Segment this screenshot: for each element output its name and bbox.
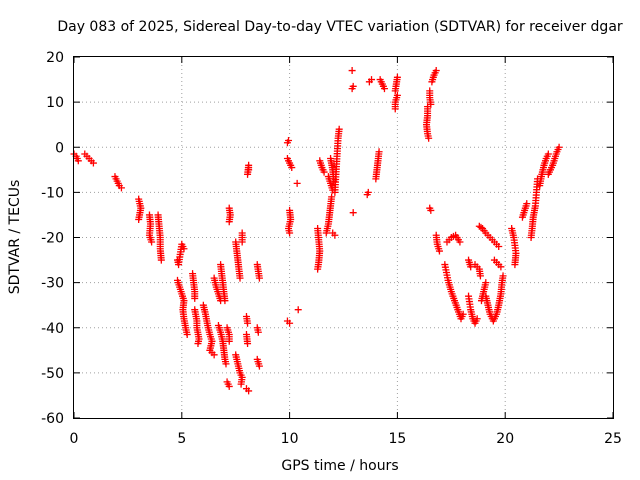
y-tick-label: 0 [55, 140, 64, 156]
data-point [222, 360, 230, 368]
data-point [368, 76, 376, 84]
data-point [456, 238, 464, 246]
data-point [285, 136, 293, 144]
data-point [482, 279, 490, 287]
data-point [320, 168, 328, 176]
data-point [335, 125, 343, 133]
data-point [375, 148, 383, 156]
data-point [393, 91, 401, 99]
axis-ticks: 0 5 10 15 20 25 20 10 0 -10 -20 -30 -40 -50 -60 [41, 50, 622, 447]
data-point [499, 272, 507, 280]
data-point [348, 67, 356, 75]
data-point [544, 150, 552, 158]
y-tick-label: -20 [41, 231, 64, 247]
data-point [477, 223, 485, 231]
y-tick-label: -30 [41, 276, 64, 292]
data-points [70, 67, 563, 395]
data-point [427, 206, 435, 214]
y-tick-label: 20 [46, 50, 64, 66]
data-point [254, 328, 262, 336]
data-point [74, 157, 82, 165]
data-point [286, 229, 294, 237]
data-point [511, 261, 519, 269]
data-point [225, 218, 233, 226]
grid-lines [74, 57, 613, 418]
y-tick-label: -60 [41, 411, 64, 427]
data-point [473, 315, 481, 323]
y-tick-label: -40 [41, 321, 64, 337]
x-tick-label: 5 [177, 431, 186, 447]
data-point [221, 297, 229, 305]
data-point [225, 337, 233, 345]
data-point [294, 306, 302, 314]
x-axis-label: GPS time / hours [281, 458, 398, 474]
data-point [314, 265, 322, 273]
y-tick-label: 10 [46, 95, 64, 111]
data-point [476, 272, 484, 280]
data-point [244, 340, 252, 348]
y-axis-label: SDTVAR / TECUs [7, 180, 23, 295]
data-point [135, 215, 143, 223]
data-point [380, 85, 388, 93]
data-point [255, 274, 263, 282]
data-point [210, 351, 218, 359]
data-point [432, 67, 440, 75]
data-point [349, 82, 357, 90]
x-tick-label: 10 [281, 431, 299, 447]
data-point [435, 247, 443, 255]
x-tick-label: 25 [604, 431, 622, 447]
data-point [244, 170, 252, 178]
data-point [148, 238, 156, 246]
x-tick-label: 0 [70, 431, 79, 447]
data-point [293, 179, 301, 187]
data-point [523, 200, 531, 208]
data-point [117, 184, 125, 192]
data-point [255, 362, 263, 370]
data-point [393, 73, 401, 81]
data-point [427, 100, 435, 108]
data-point [286, 319, 294, 327]
data-point [183, 331, 191, 339]
data-point [497, 263, 505, 271]
data-point [236, 274, 244, 282]
data-point [349, 209, 357, 217]
data-point [225, 382, 233, 390]
plot-frame [73, 56, 614, 419]
data-point [364, 188, 372, 196]
data-point [157, 256, 165, 264]
x-tick-label: 15 [388, 431, 406, 447]
data-point [328, 193, 336, 201]
data-point [467, 263, 475, 271]
data-point [238, 238, 246, 246]
data-point [495, 243, 503, 251]
data-point [425, 134, 433, 142]
y-tick-label: -50 [41, 366, 64, 382]
chart-title: Day 083 of 2025, Sidereal Day-to-day VTE… [57, 19, 623, 35]
x-tick-label: 20 [496, 431, 514, 447]
data-point [180, 245, 188, 253]
data-point [459, 310, 467, 318]
data-point [237, 380, 245, 388]
data-point [288, 164, 296, 172]
data-point [191, 294, 199, 302]
data-point [331, 231, 339, 239]
data-point [242, 385, 250, 393]
y-tick-label: -10 [41, 185, 64, 201]
data-point [194, 340, 202, 348]
data-point [555, 143, 563, 151]
data-point [244, 319, 252, 327]
data-point [89, 159, 97, 167]
